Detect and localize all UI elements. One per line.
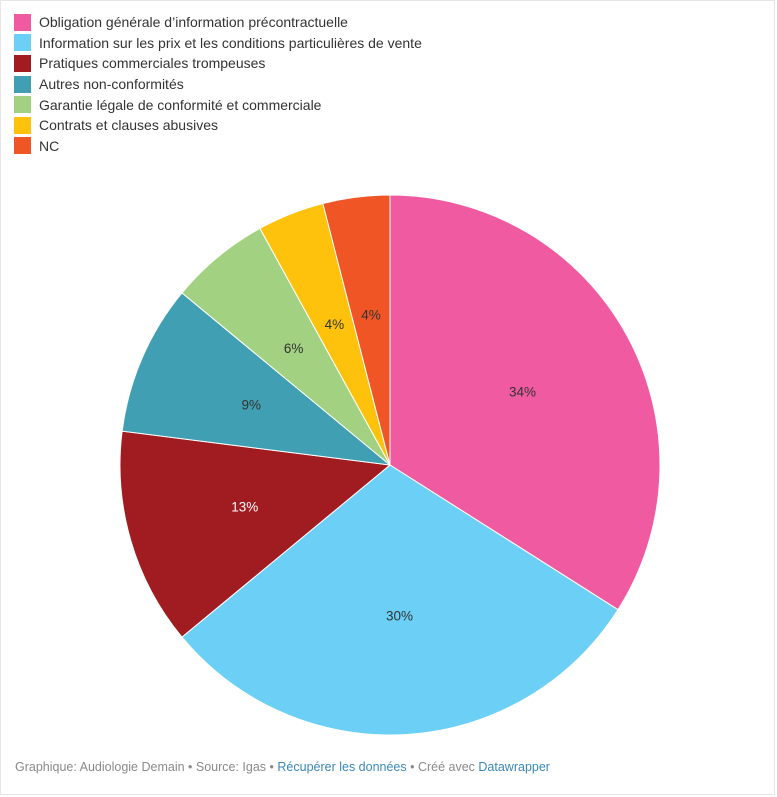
pie-label-obligation: 34% (509, 385, 536, 400)
legend-swatch (14, 54, 31, 72)
datawrapper-link[interactable]: Datawrapper (478, 760, 550, 774)
pie-slice-nc (322, 194, 391, 466)
legend-label: Obligation générale d’information précon… (39, 14, 348, 31)
legend-swatch (14, 34, 31, 52)
legend: Obligation générale d’information précon… (14, 12, 422, 156)
legend-item-garantie: Garantie légale de conformité et commerc… (14, 94, 422, 115)
legend-label: NC (39, 137, 60, 154)
footer: Graphique: Audiologie Demain • Source: I… (15, 760, 550, 774)
legend-label: Garantie légale de conformité et commerc… (39, 96, 322, 113)
pie-label-contrats: 4% (325, 317, 345, 332)
legend-swatch (14, 13, 31, 31)
legend-item-pratiques: Pratiques commerciales trompeuses (14, 53, 422, 74)
legend-swatch (14, 96, 31, 114)
pie-slice-autres (121, 292, 392, 466)
pie-slice-obligation (389, 194, 661, 611)
legend-label: Information sur les prix et les conditio… (39, 34, 422, 51)
get-data-link[interactable]: Récupérer les données (277, 760, 407, 774)
legend-label: Contrats et clauses abusives (39, 117, 218, 134)
legend-item-autres: Autres non-conformités (14, 74, 422, 95)
pie-label-information-prix: 30% (386, 608, 413, 623)
legend-item-information-prix: Information sur les prix et les conditio… (14, 33, 422, 54)
legend-item-contrats: Contrats et clauses abusives (14, 115, 422, 136)
footer-credits: Graphique: Audiologie Demain • Source: I… (15, 760, 278, 774)
pie-label-nc: 4% (361, 307, 381, 322)
pie-label-pratiques: 13% (231, 500, 258, 515)
pie-label-autres: 9% (241, 397, 261, 412)
pie-slice-information-prix (181, 464, 619, 736)
footer-created-with: • Créé avec (406, 760, 479, 774)
legend-swatch (14, 137, 31, 155)
legend-label: Autres non-conformités (39, 76, 184, 93)
legend-item-nc: NC (14, 136, 422, 157)
legend-item-obligation: Obligation générale d’information précon… (14, 12, 422, 33)
legend-swatch (14, 116, 31, 134)
legend-swatch (14, 75, 31, 93)
legend-label: Pratiques commerciales trompeuses (39, 55, 266, 72)
pie-slice-pratiques (119, 430, 392, 638)
pie-label-garantie: 6% (284, 341, 304, 356)
